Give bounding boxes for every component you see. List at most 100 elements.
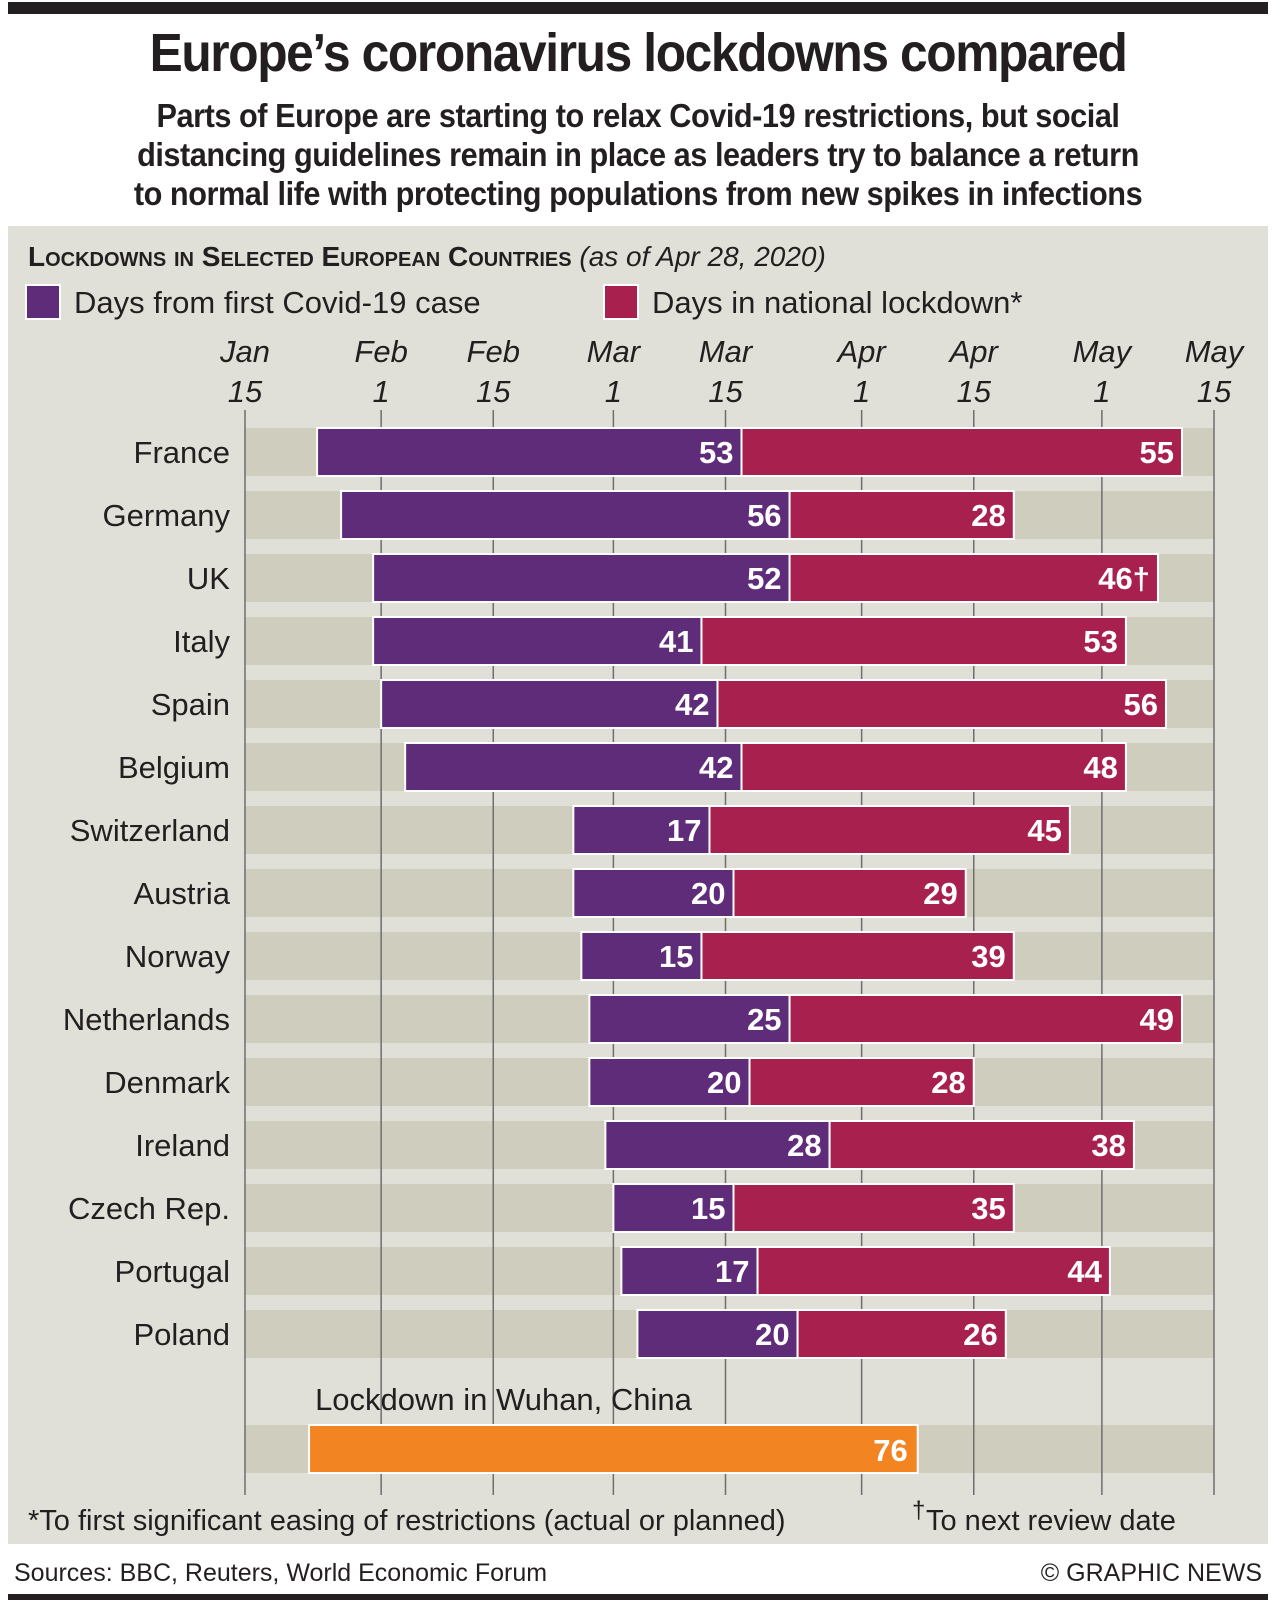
bar-days-from-first-case xyxy=(580,931,703,981)
country-label: Ireland xyxy=(135,1128,230,1163)
x-tick-month: Jan xyxy=(219,334,270,369)
bar-days-in-lockdown xyxy=(732,868,967,918)
x-tick-day: 1 xyxy=(605,374,622,409)
value-label-lockdown: 35 xyxy=(971,1191,1005,1226)
x-tick-month: May xyxy=(1073,334,1134,369)
page-title: Europe’s coronavirus lockdowns compared xyxy=(149,23,1128,83)
bar-days-from-first-case xyxy=(588,1057,751,1107)
footnote-asterisk: *To first significant easing of restrict… xyxy=(28,1505,786,1537)
bar-days-from-first-case xyxy=(372,616,703,666)
bar-days-from-first-case xyxy=(340,490,791,540)
country-label: Portugal xyxy=(115,1254,230,1289)
bar-days-in-lockdown xyxy=(732,1183,1015,1233)
country-label: Norway xyxy=(125,939,231,974)
country-label: France xyxy=(134,435,230,470)
x-tick-day: 15 xyxy=(708,374,743,409)
bar-days-in-lockdown xyxy=(788,994,1183,1044)
value-label-lockdown: 39 xyxy=(971,939,1005,974)
value-label-first-case: 20 xyxy=(707,1065,741,1100)
chart-title-note: (as of Apr 28, 2020) xyxy=(579,241,825,272)
x-tick-day: 1 xyxy=(373,374,390,409)
value-label-first-case: 41 xyxy=(659,624,693,659)
x-tick-month: Apr xyxy=(836,334,888,369)
subtitle-line: distancing guidelines remain in place as… xyxy=(137,136,1139,173)
bar-days-in-lockdown xyxy=(716,679,1167,729)
value-label-lockdown: 28 xyxy=(971,498,1005,533)
x-tick-day: 15 xyxy=(228,374,263,409)
x-tick-month: Feb xyxy=(354,334,407,369)
value-label-first-case: 15 xyxy=(691,1191,725,1226)
value-label-lockdown: 49 xyxy=(1139,1002,1173,1037)
value-label-lockdown: 53 xyxy=(1083,624,1117,659)
bar-days-in-lockdown xyxy=(700,616,1127,666)
x-tick-month: May xyxy=(1185,334,1246,369)
bar-days-in-lockdown xyxy=(708,805,1071,855)
value-label-first-case: 56 xyxy=(747,498,781,533)
bar-days-in-lockdown xyxy=(788,553,1159,603)
x-tick-day: 1 xyxy=(1093,374,1110,409)
value-label-first-case: 15 xyxy=(659,939,693,974)
chart-title: Lockdowns in Selected European Countries… xyxy=(28,241,826,272)
bar-days-in-lockdown xyxy=(828,1120,1135,1170)
value-label-first-case: 17 xyxy=(715,1254,749,1289)
bar-wuhan-lockdown xyxy=(308,1424,919,1474)
country-label: Poland xyxy=(133,1317,230,1352)
x-tick-day: 1 xyxy=(853,374,870,409)
bar-days-from-first-case xyxy=(572,805,711,855)
bar-days-from-first-case xyxy=(636,1309,799,1359)
value-label-wuhan: 76 xyxy=(873,1433,907,1468)
bar-days-in-lockdown xyxy=(788,490,1015,540)
footnote-dagger-mark: † xyxy=(912,1497,925,1524)
bar-days-in-lockdown xyxy=(796,1309,1007,1359)
value-label-first-case: 52 xyxy=(747,561,781,596)
bottom-rule xyxy=(8,1594,1268,1600)
value-label-first-case: 42 xyxy=(699,750,733,785)
subtitle-line: Parts of Europe are starting to relax Co… xyxy=(156,97,1120,134)
x-tick-month: Mar xyxy=(587,334,642,369)
bar-days-from-first-case xyxy=(404,742,743,792)
value-label-lockdown: 26 xyxy=(963,1317,997,1352)
x-tick-day: 15 xyxy=(476,374,511,409)
bar-days-from-first-case xyxy=(316,427,743,477)
country-label: Italy xyxy=(173,624,230,659)
value-label-lockdown: 28 xyxy=(931,1065,965,1100)
wuhan-label: Lockdown in Wuhan, China xyxy=(315,1382,693,1417)
value-label-lockdown: 29 xyxy=(923,876,957,911)
country-label: Austria xyxy=(134,876,231,911)
value-label-first-case: 28 xyxy=(787,1128,821,1163)
top-rule xyxy=(8,2,1268,14)
bar-days-from-first-case xyxy=(572,868,735,918)
country-label: Netherlands xyxy=(63,1002,230,1037)
credit: © GRAPHIC NEWS xyxy=(1040,1559,1262,1587)
bar-days-from-first-case xyxy=(612,1183,735,1233)
footnote-dagger: To next review date xyxy=(926,1505,1176,1537)
legend-swatch xyxy=(25,284,61,320)
country-label: UK xyxy=(187,561,230,596)
value-label-lockdown: 55 xyxy=(1139,435,1173,470)
country-label: Switzerland xyxy=(70,813,230,848)
value-label-first-case: 20 xyxy=(691,876,725,911)
value-label-lockdown: 48 xyxy=(1083,750,1117,785)
value-label-first-case: 25 xyxy=(747,1002,781,1037)
x-tick-day: 15 xyxy=(957,374,992,409)
legend-label: Days in national lockdown* xyxy=(652,285,1023,320)
x-tick-month: Mar xyxy=(699,334,754,369)
bar-days-in-lockdown xyxy=(700,931,1015,981)
value-label-lockdown: 46† xyxy=(1098,561,1150,596)
value-label-lockdown: 56 xyxy=(1123,687,1157,722)
chart-title-text: Lockdowns in Selected European Countries xyxy=(28,241,579,272)
country-label: Germany xyxy=(103,498,231,533)
subtitle: Parts of Europe are starting to relax Co… xyxy=(45,96,1232,213)
bar-days-in-lockdown xyxy=(740,742,1127,792)
bar-days-in-lockdown xyxy=(748,1057,975,1107)
x-tick-day: 15 xyxy=(1197,374,1232,409)
value-label-first-case: 42 xyxy=(675,687,709,722)
value-label-lockdown: 45 xyxy=(1027,813,1061,848)
x-tick-month: Feb xyxy=(467,334,520,369)
legend-swatch xyxy=(603,284,639,320)
value-label-first-case: 17 xyxy=(667,813,701,848)
legend-label: Days from first Covid-19 case xyxy=(74,285,481,320)
bar-days-in-lockdown xyxy=(740,427,1183,477)
country-label: Denmark xyxy=(104,1065,230,1100)
